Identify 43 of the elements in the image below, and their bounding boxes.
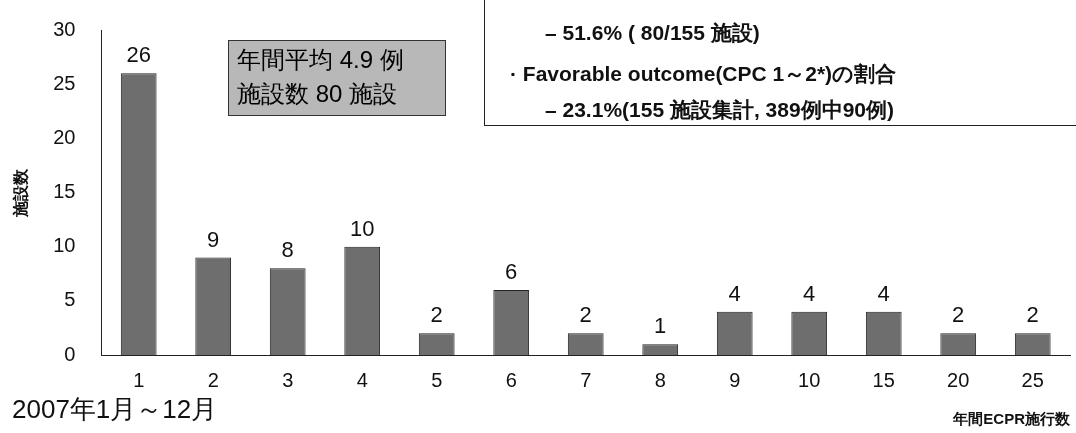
data-label: 4: [803, 280, 816, 306]
note-box: 年間平均 4.9 例 施設数 80 施設: [228, 40, 446, 116]
x-tick-label: 1: [133, 368, 145, 391]
y-tick-label: 5: [64, 288, 76, 311]
data-label: 2: [579, 302, 592, 328]
x-tick-label: 5: [431, 368, 443, 391]
x-tick-label: 2: [207, 368, 219, 391]
data-label: 6: [505, 259, 518, 285]
y-tick-label: 10: [53, 234, 76, 257]
x-tick-label: 9: [729, 368, 741, 391]
y-tick-label: 30: [53, 17, 76, 40]
data-label: 4: [877, 280, 890, 306]
x-tick-label: 4: [356, 368, 368, 391]
y-tick-label: 15: [53, 180, 76, 203]
data-label: 4: [728, 280, 741, 306]
y-tick-label: 20: [53, 125, 76, 148]
annotation: 年間平均 4.9 例: [237, 45, 405, 75]
data-label: 2: [430, 302, 443, 328]
annotation: · Favorable outcome(CPC 1～2*)の割合: [510, 61, 897, 87]
data-label: 2: [952, 302, 965, 328]
x-tick-label: 3: [282, 368, 294, 391]
y-tick-label: 0: [64, 342, 76, 365]
data-label: 1: [654, 313, 667, 339]
y-tick-label: 25: [53, 71, 76, 94]
x-tick-label: 25: [1021, 368, 1044, 391]
text: 2007年1月～12月: [12, 393, 218, 426]
annotation: – 23.1%(155 施設集計, 389例中90例): [545, 97, 894, 123]
x-tick-label: 6: [505, 368, 517, 391]
data-label: 26: [126, 42, 151, 68]
x-tick-label: 10: [798, 368, 821, 391]
x-tick-label: 20: [947, 368, 970, 391]
data-label: 10: [349, 215, 375, 241]
data-label: 2: [1026, 302, 1039, 328]
x-tick-label: 15: [872, 368, 895, 391]
data-label: 8: [281, 237, 294, 263]
annotation: 施設数 80 施設: [237, 79, 399, 109]
note-box: – 51.6% ( 80/155 施設) · Favorable outcome(CPC 1～2*)の割合 – 23.1%(155 施設集計, 389例中90例): [484, 0, 1076, 126]
y-axis-title: 施設数: [12, 167, 30, 218]
data-label: 9: [207, 226, 220, 252]
x-tick-label: 7: [580, 368, 592, 391]
x-axis-title: 年間ECPR施行数: [952, 410, 1071, 428]
annotation: – 51.6% ( 80/155 施設): [545, 20, 760, 46]
x-tick-label: 8: [654, 368, 666, 391]
